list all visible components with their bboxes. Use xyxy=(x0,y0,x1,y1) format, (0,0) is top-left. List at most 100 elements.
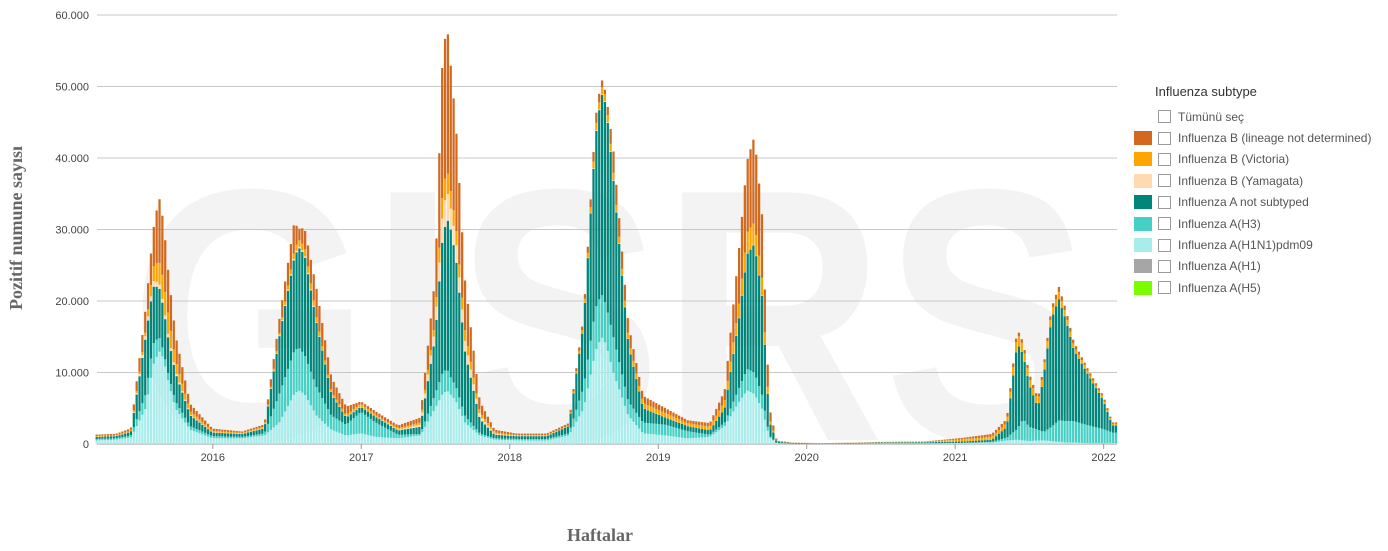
week-bar xyxy=(620,251,624,444)
bar-segment xyxy=(1092,378,1095,381)
week-bar xyxy=(429,318,432,444)
bar-segment xyxy=(178,414,181,444)
bar-segment xyxy=(335,431,338,444)
bar-segment xyxy=(538,436,541,439)
legend-item[interactable]: Influenza B (Victoria) xyxy=(1134,149,1371,170)
bar-segment xyxy=(1043,362,1046,370)
bar-segment xyxy=(1052,441,1055,444)
bar-segment xyxy=(435,306,438,320)
bar-segment xyxy=(678,428,681,438)
bar-segment xyxy=(346,435,350,444)
bar-segment xyxy=(412,424,415,427)
legend-item[interactable]: Influenza A(H5) xyxy=(1134,277,1371,298)
bar-segment xyxy=(1054,306,1058,423)
week-bar xyxy=(318,305,321,444)
bar-segment xyxy=(946,439,949,441)
bar-segment xyxy=(720,424,724,429)
bar-segment xyxy=(343,413,347,416)
bar-segment xyxy=(1034,440,1038,444)
bar-segment xyxy=(529,438,532,441)
week-bar xyxy=(749,149,752,444)
week-bar xyxy=(580,326,584,444)
legend-item[interactable]: Influenza B (Yamagata) xyxy=(1134,170,1371,191)
bar-segment xyxy=(954,438,958,440)
bar-segment xyxy=(101,438,104,441)
legend-checkbox[interactable] xyxy=(1158,174,1171,188)
bar-segment xyxy=(381,420,384,427)
bar-segment xyxy=(1100,397,1103,429)
legend-select-all[interactable]: Tümünü seç xyxy=(1134,106,1371,127)
bar-segment xyxy=(997,433,1001,440)
bar-segment xyxy=(144,339,147,396)
bar-segment xyxy=(1074,421,1078,443)
week-bar xyxy=(463,280,467,444)
legend-checkbox[interactable] xyxy=(1158,217,1171,231)
bar-segment xyxy=(646,433,649,444)
bar-segment xyxy=(321,349,324,351)
bar-segment xyxy=(349,411,352,414)
bar-segment xyxy=(455,388,458,403)
legend-checkbox[interactable] xyxy=(1158,259,1171,273)
bar-segment xyxy=(189,411,193,416)
select-all-checkbox[interactable] xyxy=(1158,110,1171,124)
legend-item[interactable]: Influenza A(H3) xyxy=(1134,213,1371,234)
bar-segment xyxy=(375,436,378,444)
bar-segment xyxy=(398,427,401,430)
legend-item[interactable]: Influenza A not subtyped xyxy=(1134,192,1371,213)
legend-item[interactable]: Influenza B (lineage not determined) xyxy=(1134,127,1371,148)
bar-segment xyxy=(352,418,355,435)
legend-checkbox[interactable] xyxy=(1158,195,1171,209)
bar-segment xyxy=(875,443,878,444)
bar-segment xyxy=(272,371,275,409)
bar-segment xyxy=(932,443,935,444)
bar-segment xyxy=(272,408,275,428)
bar-segment xyxy=(1017,426,1021,440)
week-bar xyxy=(506,432,509,444)
bar-segment xyxy=(1080,360,1083,364)
week-bar xyxy=(817,443,821,444)
legend-checkbox[interactable] xyxy=(1158,281,1171,295)
bar-segment xyxy=(626,399,629,415)
week-bar xyxy=(352,403,355,444)
bar-segment xyxy=(149,377,153,444)
bar-segment xyxy=(743,272,746,375)
legend-checkbox[interactable] xyxy=(1158,238,1171,252)
bar-segment xyxy=(1034,393,1038,397)
bar-segment xyxy=(760,295,764,395)
legend-item[interactable]: Influenza A(H1N1)pdm09 xyxy=(1134,234,1371,255)
week-bar xyxy=(1112,422,1115,444)
legend-item[interactable]: Influenza A(H1) xyxy=(1134,256,1371,277)
bar-segment xyxy=(132,404,135,411)
bar-segment xyxy=(638,428,641,444)
bar-segment xyxy=(489,438,492,444)
week-bar xyxy=(932,440,935,444)
bar-segment xyxy=(737,303,741,318)
bar-segment xyxy=(481,418,484,422)
bar-segment xyxy=(161,356,164,444)
bar-segment xyxy=(483,436,487,444)
bar-segment xyxy=(649,411,652,424)
bar-segment xyxy=(566,426,569,434)
legend-checkbox[interactable] xyxy=(1158,131,1171,145)
bar-segment xyxy=(172,394,175,403)
bar-segment xyxy=(1026,440,1029,444)
bar-segment xyxy=(1043,440,1046,444)
week-bar xyxy=(940,439,943,444)
bar-segment xyxy=(178,373,181,383)
bar-segment xyxy=(732,401,735,412)
week-bar xyxy=(144,311,147,444)
week-bar xyxy=(238,431,241,444)
bar-segment xyxy=(737,387,741,402)
week-bar xyxy=(575,368,578,444)
bar-segment xyxy=(304,256,307,258)
bar-segment xyxy=(737,318,741,388)
week-bar xyxy=(800,442,804,444)
bar-segment xyxy=(1040,386,1043,432)
bar-segment xyxy=(141,403,144,415)
legend-checkbox[interactable] xyxy=(1158,152,1171,166)
bar-segment xyxy=(138,411,141,421)
bar-segment xyxy=(989,434,992,437)
bar-segment xyxy=(723,425,726,444)
week-bar xyxy=(1092,378,1095,444)
bar-segment xyxy=(383,420,387,422)
